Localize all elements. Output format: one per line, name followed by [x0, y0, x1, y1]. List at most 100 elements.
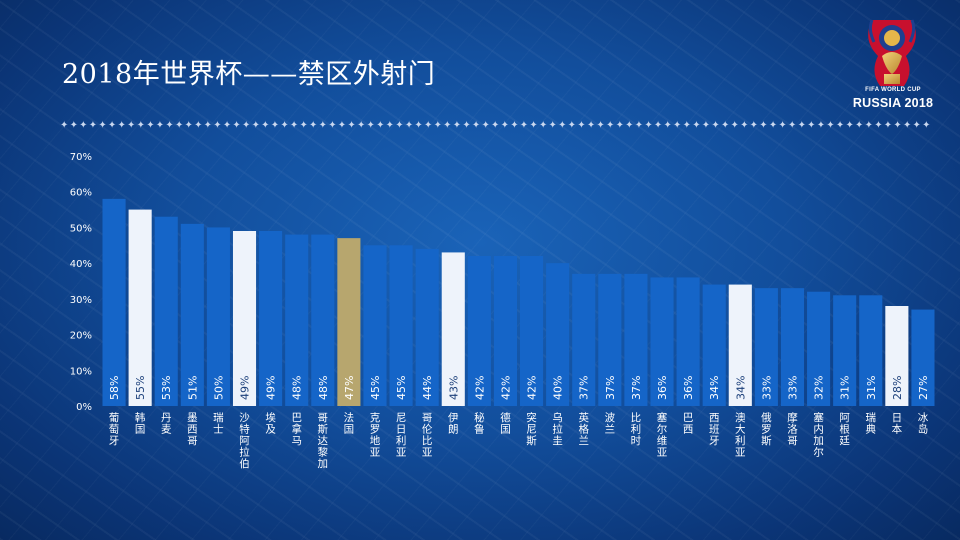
data-label: 44%	[421, 376, 434, 400]
bar-chart: 0% 10% 20% 30% 40% 50% 60% 70% 58% 葡萄牙 55% 韩国 53% 丹麦 5…	[70, 152, 935, 470]
bar	[259, 231, 283, 406]
world-cup-trophy-icon	[868, 19, 916, 86]
bar	[363, 245, 387, 406]
data-label: 27%	[917, 376, 930, 400]
category-label: 比利时	[631, 411, 642, 447]
data-label: 42%	[526, 376, 539, 400]
bar	[102, 198, 126, 406]
category-label: 冰岛	[918, 411, 929, 436]
page-title: 2018年世界杯——禁区外射门	[62, 59, 436, 90]
bar	[780, 288, 805, 406]
data-label: 43%	[447, 376, 460, 400]
bar	[311, 234, 335, 406]
category-label: 突尼斯	[526, 411, 537, 447]
bar	[911, 309, 935, 406]
category-label: 塞尔维亚	[657, 411, 668, 459]
category-label: 瑞典	[866, 412, 877, 436]
data-label: 31%	[865, 376, 878, 400]
category-label: 尼日利亚	[396, 412, 407, 459]
data-label: 40%	[552, 376, 565, 400]
y-tick-label: 70%	[70, 152, 92, 163]
bar	[128, 209, 152, 406]
data-label: 36%	[656, 376, 669, 400]
bar	[728, 284, 752, 406]
bar	[859, 295, 883, 406]
bar	[754, 288, 778, 406]
data-label: 31%	[839, 376, 852, 400]
data-label: 45%	[395, 376, 408, 400]
bar	[833, 295, 857, 406]
data-label: 37%	[630, 376, 643, 400]
category-label: 葡萄牙	[109, 411, 120, 447]
category-label: 塞内加尔	[813, 411, 824, 459]
data-label: 53%	[160, 376, 173, 400]
data-label: 48%	[317, 376, 330, 400]
bar	[493, 256, 517, 406]
y-tick-label: 10%	[70, 366, 92, 377]
data-label: 50%	[212, 376, 225, 400]
bar	[885, 306, 909, 406]
bar	[520, 256, 544, 406]
y-tick-label: 0%	[76, 402, 92, 413]
category-label: 埃及	[265, 411, 276, 436]
category-label: 摩洛哥	[787, 411, 798, 447]
category-label: 瑞士	[213, 412, 224, 436]
data-label: 58%	[108, 376, 121, 400]
category-label: 伊朗	[448, 412, 459, 436]
category-label: 巴拿马	[291, 412, 302, 447]
bar	[389, 245, 413, 406]
bar	[572, 273, 596, 406]
data-label: 36%	[682, 376, 695, 400]
data-label: 49%	[239, 376, 252, 400]
category-label: 墨西哥	[187, 412, 198, 447]
category-label: 西班牙	[709, 412, 720, 447]
bar	[598, 273, 622, 406]
data-label: 49%	[265, 376, 278, 400]
y-tick-label: 60%	[70, 188, 92, 199]
data-label: 47%	[343, 376, 356, 400]
data-label: 32%	[813, 376, 826, 400]
category-label: 波兰	[605, 411, 616, 436]
bar	[807, 291, 831, 406]
data-label: 55%	[134, 376, 147, 400]
data-label: 37%	[604, 376, 617, 400]
bar	[624, 273, 648, 406]
logo-line-1: FIFA WORLD CUP	[865, 87, 921, 93]
logo-line-2: RUSSIA 2018	[852, 96, 934, 110]
y-tick-label: 20%	[70, 331, 92, 342]
category-label: 哥斯达黎加	[318, 412, 329, 470]
category-label: 秘鲁	[474, 411, 485, 436]
category-label: 乌拉圭	[552, 411, 563, 447]
category-label: 韩国	[135, 411, 146, 436]
bar	[206, 227, 230, 406]
data-label: 34%	[734, 376, 747, 400]
bar	[285, 234, 309, 406]
star-divider: ✦✦✦✦✦✦✦✦✦✦✦✦✦✦✦✦✦✦✦✦✦✦✦✦✦✦✦✦✦✦✦✦✦✦✦✦✦✦✦✦…	[60, 120, 930, 131]
bar	[676, 277, 700, 406]
category-label: 克罗地亚	[370, 412, 381, 459]
data-label: 28%	[891, 376, 904, 400]
category-label: 德国	[500, 411, 511, 436]
bar	[702, 284, 726, 406]
category-label: 哥伦比亚	[422, 412, 433, 459]
category-label: 阿根廷	[839, 412, 850, 447]
category-label: 巴西	[683, 412, 694, 436]
data-label: 42%	[499, 376, 512, 400]
bar	[154, 216, 178, 406]
data-label: 42%	[473, 376, 486, 400]
y-tick-label: 40%	[70, 259, 92, 270]
data-label: 48%	[291, 376, 304, 400]
bar	[467, 256, 491, 406]
data-label: 34%	[708, 376, 721, 400]
category-label: 沙特阿拉伯	[239, 412, 250, 470]
bar	[441, 252, 465, 406]
bar	[180, 223, 204, 406]
category-label: 澳大利亚	[735, 411, 746, 459]
category-label: 法国	[344, 411, 355, 436]
y-tick-label: 50%	[70, 223, 92, 234]
category-label: 俄罗斯	[761, 412, 772, 447]
bar	[337, 238, 361, 406]
bar	[232, 231, 257, 406]
bar	[650, 277, 674, 406]
bar	[415, 248, 439, 406]
